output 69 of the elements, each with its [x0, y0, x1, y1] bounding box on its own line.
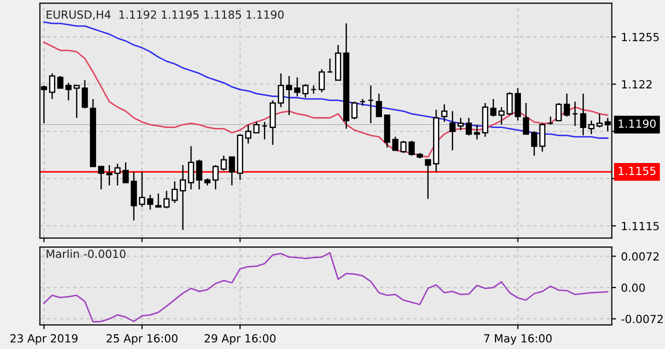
candlestick — [262, 121, 268, 140]
candlestick — [368, 84, 374, 124]
candlestick — [522, 102, 530, 135]
line-series — [43, 42, 608, 158]
candlestick — [278, 72, 284, 108]
candlestick — [147, 194, 154, 210]
candlestick — [408, 140, 415, 156]
candlestick — [155, 192, 162, 208]
candlestick — [220, 155, 227, 172]
candlestick — [564, 92, 570, 118]
candlestick — [172, 180, 178, 204]
x-tick-label: 25 Apr 16:00 — [106, 334, 178, 345]
candlestick — [138, 171, 146, 208]
candlestick — [212, 164, 219, 190]
candlestick — [294, 76, 300, 97]
candlestick — [596, 113, 603, 128]
candlestick — [458, 117, 464, 131]
y-tick-label: 1.1115 — [622, 222, 659, 230]
candlestick — [106, 164, 112, 186]
chart-title: Marlin -0.0010 — [46, 249, 126, 258]
candlestick — [49, 72, 56, 100]
x-tick-label: 29 Apr 16:00 — [204, 334, 276, 345]
candlestick — [286, 75, 292, 116]
candlestick — [253, 121, 260, 134]
candlestick — [514, 88, 521, 122]
candlestick — [539, 122, 546, 152]
candlestick — [114, 163, 121, 186]
y-tick-label: 1.1255 — [622, 32, 659, 42]
candlestick — [466, 117, 472, 136]
candlestick — [531, 130, 538, 156]
y-tick-label: 0.00 — [622, 284, 645, 292]
candlestick — [82, 79, 88, 110]
ref-line-label: 1.1190 — [618, 119, 656, 128]
candlestick — [572, 101, 578, 127]
candlestick — [180, 164, 186, 231]
candlestick — [351, 101, 358, 120]
candlestick — [400, 140, 407, 154]
candlestick — [392, 136, 398, 151]
candlestick — [302, 84, 308, 98]
candlestick — [122, 162, 129, 184]
candlestick — [188, 146, 194, 190]
candlestick — [74, 84, 80, 119]
candlestick — [57, 75, 64, 89]
candlestick — [98, 166, 104, 190]
candlestick — [580, 92, 586, 136]
candlestick — [65, 82, 72, 101]
candlestick — [498, 106, 505, 126]
candlestick — [506, 92, 513, 116]
candlestick — [474, 124, 480, 140]
candlestick — [441, 104, 448, 123]
x-tick-label: 23 Apr 2019 — [10, 334, 78, 345]
candlestick — [318, 68, 325, 93]
ref-line-label: 1.1155 — [618, 166, 656, 176]
candlestick — [163, 190, 170, 209]
candlestick — [556, 102, 562, 122]
candlestick — [228, 156, 235, 186]
y-tick-label: -0.0072 — [621, 314, 663, 324]
candlestick — [449, 110, 456, 151]
x-tick-label: 7 May 16:00 — [484, 334, 552, 345]
candlestick — [326, 58, 334, 73]
y-tick-label: 1.122 — [622, 80, 652, 88]
candlestick — [588, 120, 594, 135]
candlestick — [424, 159, 432, 200]
candlestick — [245, 124, 252, 144]
y-tick-label: 0.0072 — [622, 252, 659, 261]
candlestick — [490, 98, 496, 118]
candlestick — [196, 159, 202, 190]
candlestick — [376, 92, 382, 118]
text: EURUSD,H4 1.1192 1.1195 1.1185 1.1190 — [46, 10, 284, 20]
